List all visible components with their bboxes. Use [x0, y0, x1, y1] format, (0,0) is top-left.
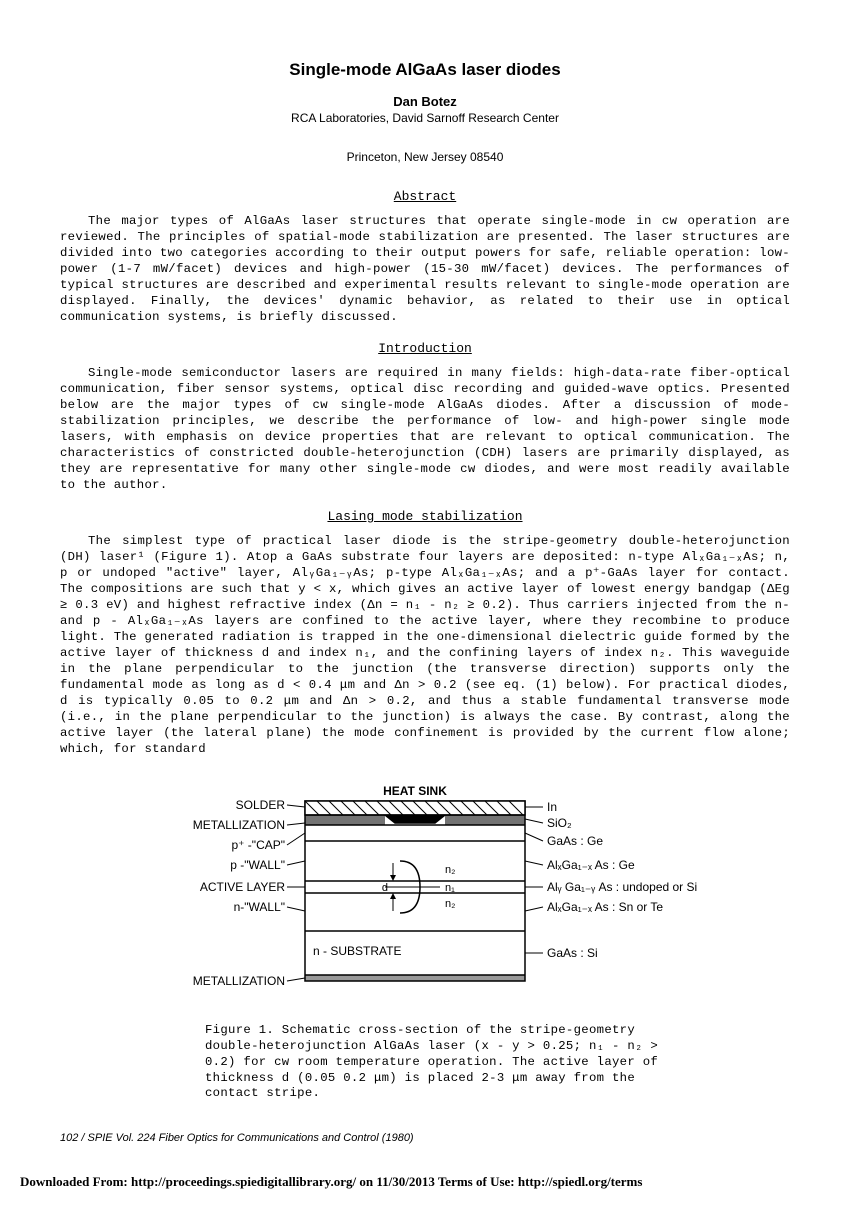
label-in: In: [547, 800, 557, 814]
figure-1-svg: SOLDER METALLIZATION p⁺ -"CAP" p -"WALL"…: [145, 783, 705, 1013]
label-solder: SOLDER: [236, 798, 286, 812]
label-alyga: Alᵧ Ga₁₋ᵧ As : undoped or Si: [547, 880, 697, 894]
label-sio2: SiO₂: [547, 816, 572, 830]
affiliation-line-1: RCA Laboratories, David Sarnoff Research…: [60, 111, 790, 125]
label-heat-sink: HEAT SINK: [383, 784, 447, 798]
label-n-wall: n-"WALL": [234, 900, 285, 914]
lasing-heading: Lasing mode stabilization: [60, 509, 790, 524]
label-alxga-ge: AlₓGa₁₋ₓ As : Ge: [547, 858, 635, 872]
label-active-layer: ACTIVE LAYER: [200, 880, 285, 894]
introduction-paragraph: Single-mode semiconductor lasers are req…: [60, 366, 790, 494]
figure-1: SOLDER METALLIZATION p⁺ -"CAP" p -"WALL"…: [145, 783, 705, 1103]
download-note: Downloaded From: http://proceedings.spie…: [20, 1174, 790, 1190]
label-metallization-top: METALLIZATION: [193, 818, 285, 832]
label-gaas-si: GaAs : Si: [547, 946, 598, 960]
figure-1-caption: Figure 1. Schematic cross-section of the…: [205, 1023, 665, 1103]
page-footer: 102 / SPIE Vol. 224 Fiber Optics for Com…: [60, 1132, 790, 1144]
abstract-paragraph: The major types of AlGaAs laser structur…: [60, 214, 790, 326]
label-metallization-bot: METALLIZATION: [193, 974, 285, 988]
introduction-heading: Introduction: [60, 341, 790, 356]
label-n2-top: n₂: [445, 864, 455, 876]
label-gaas-ge: GaAs : Ge: [547, 834, 603, 848]
label-alxga-sn: AlₓGa₁₋ₓ As : Sn or Te: [547, 900, 663, 914]
author-name: Dan Botez: [60, 94, 790, 109]
abstract-heading: Abstract: [60, 189, 790, 204]
label-d: d: [382, 882, 388, 894]
affiliation-line-2: Princeton, New Jersey 08540: [60, 150, 790, 164]
label-n1: n₁: [445, 882, 455, 894]
label-p-wall: p -"WALL": [230, 858, 285, 872]
label-n-substrate: n - SUBSTRATE: [313, 944, 401, 958]
page-title: Single-mode AlGaAs laser diodes: [60, 60, 790, 80]
label-n2-bot: n₂: [445, 898, 455, 910]
label-p-cap: p⁺ -"CAP": [231, 838, 285, 852]
lasing-paragraph: The simplest type of practical laser dio…: [60, 534, 790, 758]
